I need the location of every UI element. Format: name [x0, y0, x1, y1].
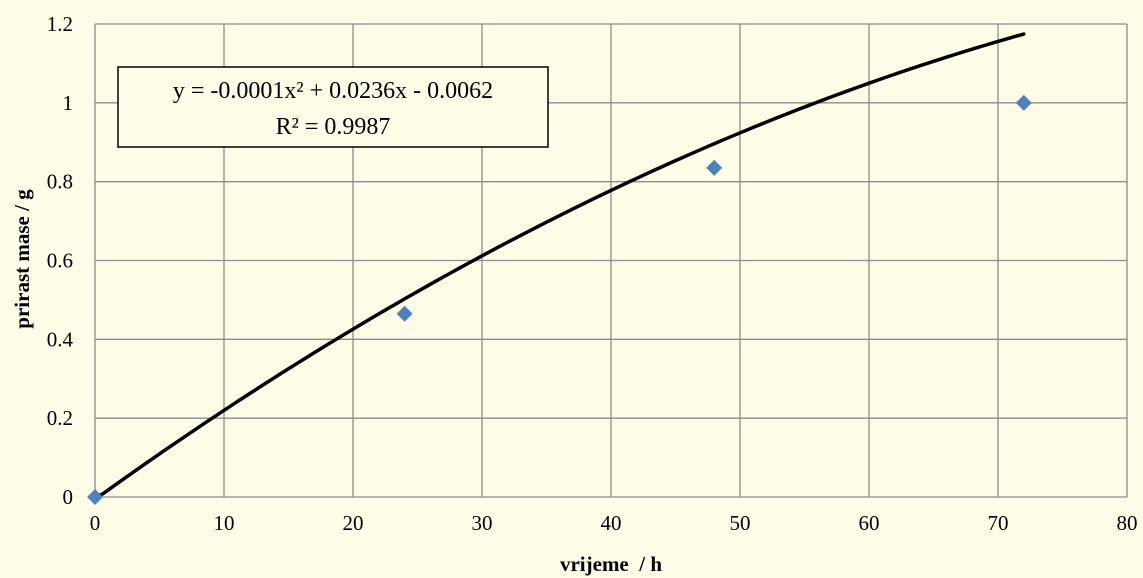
x-tick-label: 60: [859, 511, 880, 535]
y-tick-label: 0.4: [47, 327, 74, 351]
x-tick-label: 0: [90, 511, 101, 535]
data-points: [87, 94, 1032, 505]
x-tick-label: 40: [601, 511, 622, 535]
y-tick-label: 1: [63, 91, 74, 115]
x-axis-title: vrijeme / h: [560, 552, 662, 576]
x-tick-label: 50: [730, 511, 751, 535]
x-tick-label: 80: [1117, 511, 1138, 535]
x-tick-label: 30: [472, 511, 493, 535]
y-tick-label: 0.8: [47, 170, 73, 194]
data-point: [87, 489, 103, 505]
data-point: [1015, 94, 1032, 111]
data-point: [706, 159, 723, 176]
trendline-r-squared: R² = 0.9987: [276, 114, 391, 140]
trendline-equation: y = -0.0001x² + 0.0236x - 0.0062: [173, 78, 493, 104]
x-tick-label: 70: [988, 511, 1009, 535]
y-axis-title: prirast mase / g: [10, 189, 34, 329]
y-tick-label: 0: [63, 485, 74, 509]
x-tick-label: 20: [343, 511, 364, 535]
trendline-layer: [93, 32, 1026, 499]
y-tick-label: 1.2: [47, 12, 73, 36]
data-point: [396, 305, 413, 322]
trendline-curve: [93, 32, 1026, 499]
y-tick-label: 0.6: [47, 249, 73, 273]
x-tick-label: 10: [214, 511, 235, 535]
tick-labels: 0 10 20 30 40 50 60 70 80 0 0.2 0.4 0.6 0.8 1 1.2: [47, 12, 1138, 535]
y-tick-label: 0.2: [47, 406, 73, 430]
trendline-equation-box: y = -0.0001x² + 0.0236x - 0.0062 R² = 0.…: [117, 66, 549, 148]
grid: [94, 23, 1128, 498]
